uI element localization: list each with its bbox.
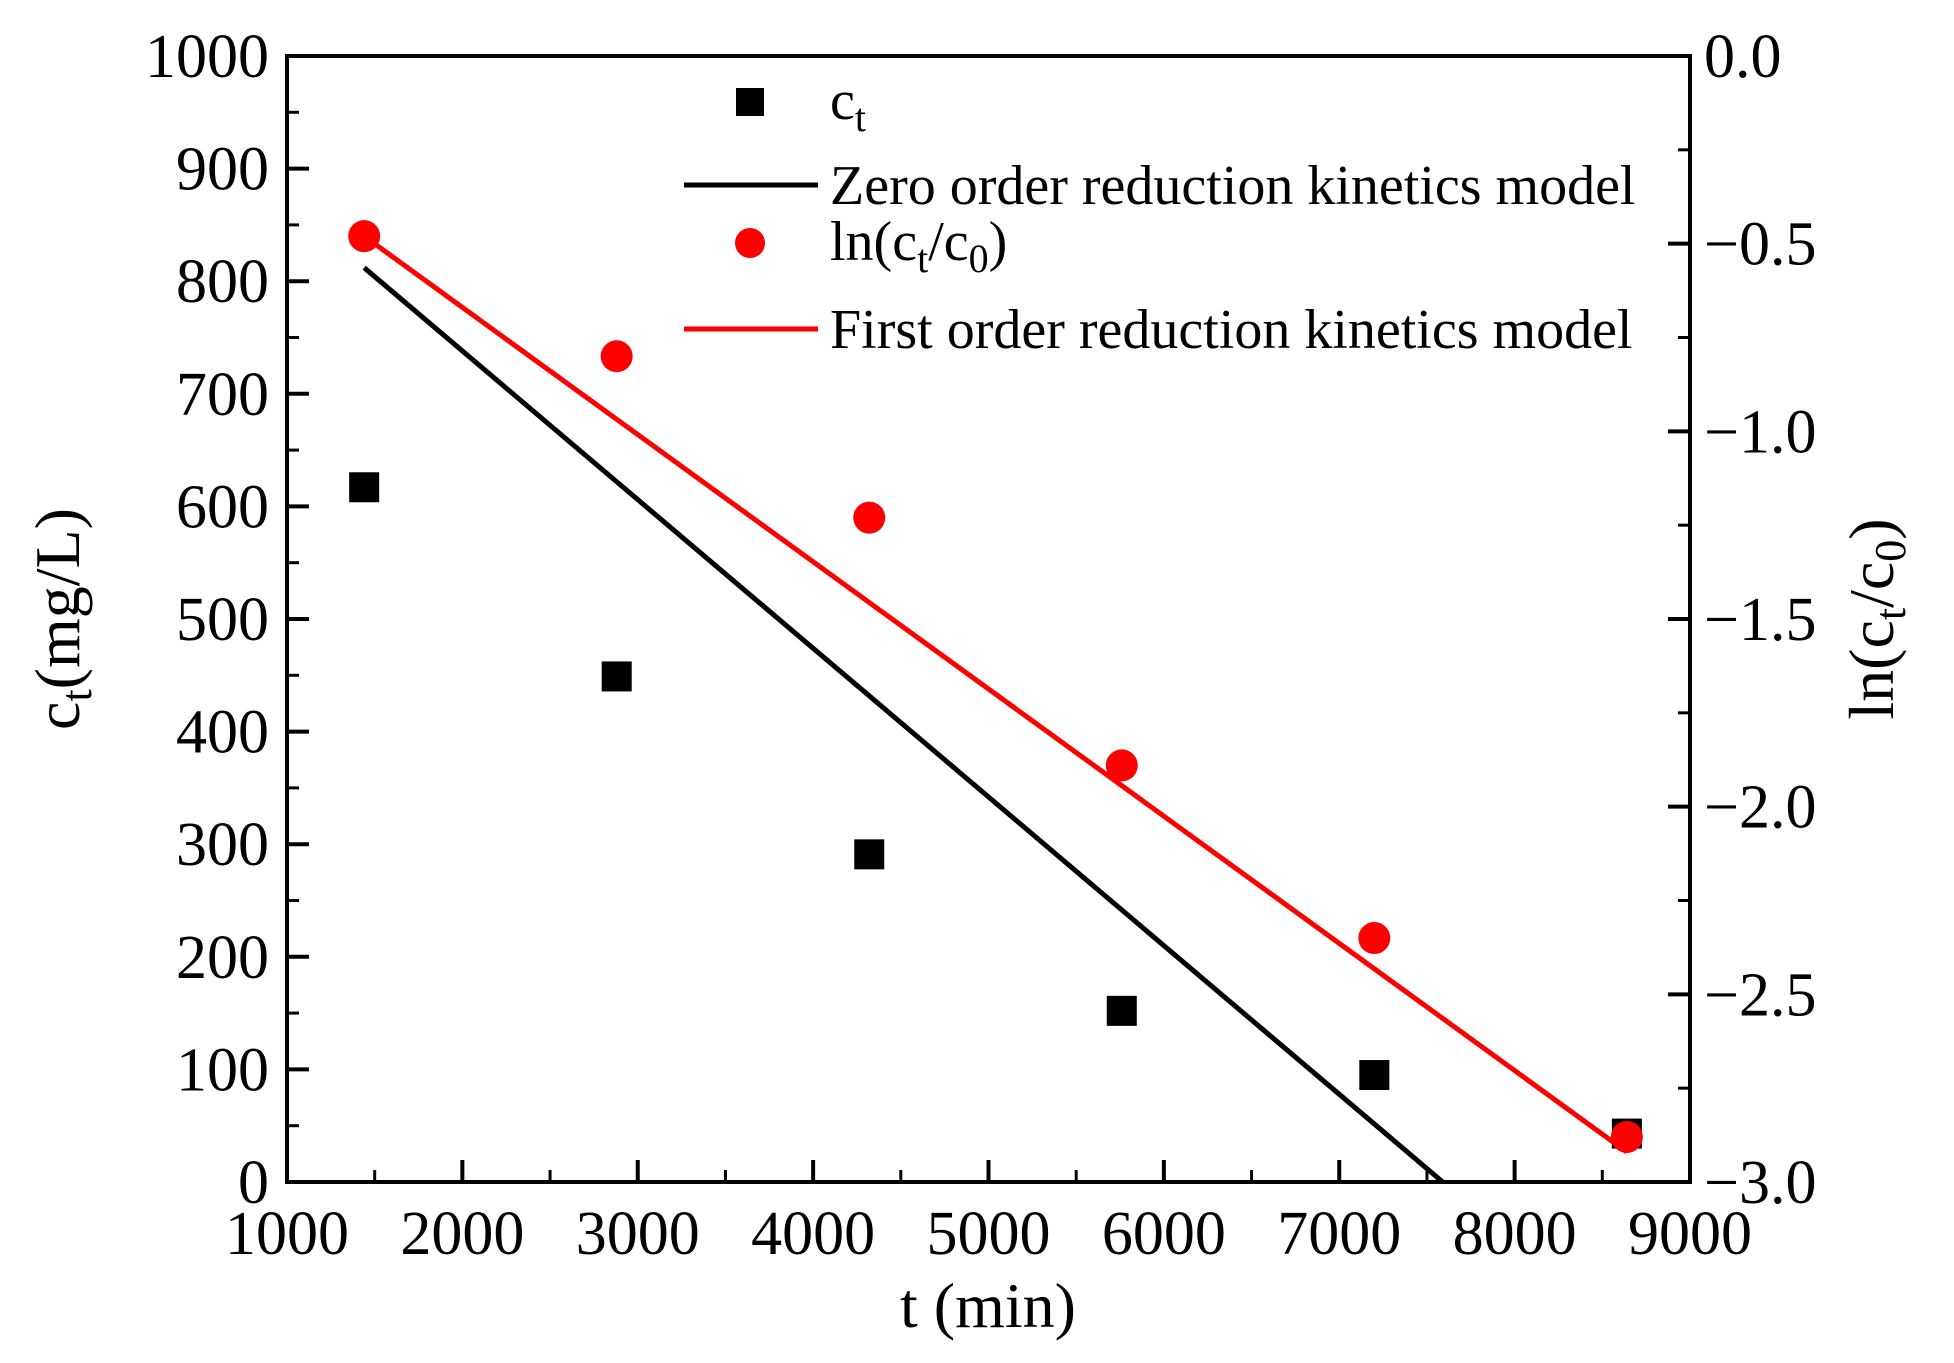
y-right-tick-label: −3.0 — [1704, 1149, 1816, 1217]
legend-marker-ct — [736, 88, 764, 116]
x-tick-label: 7000 — [1277, 1200, 1401, 1268]
y-axis-right-title: ln(ct/c0) — [1836, 518, 1915, 719]
y-left-tick-label: 500 — [176, 586, 269, 654]
y-axis-left-title: ct(mg/L) — [22, 508, 101, 730]
y-left-tick-label: 300 — [176, 811, 269, 879]
y-left-tick-label: 700 — [176, 361, 269, 429]
x-axis-title: t (min) — [900, 1270, 1076, 1341]
legend-label-zero-order: Zero order reduction kinetics model — [830, 155, 1636, 217]
x-tick-label: 8000 — [1453, 1200, 1577, 1268]
y-left-tick-label: 200 — [176, 924, 269, 992]
legend: ct Zero order reduction kinetics model l… — [684, 70, 1636, 361]
legend-label-first-order: First order reduction kinetics model — [830, 299, 1632, 361]
y-right-tick-label: −2.5 — [1704, 961, 1816, 1029]
data-point-ct — [1106, 995, 1137, 1026]
data-point-ct — [854, 839, 885, 870]
x-tick-label: 5000 — [927, 1200, 1051, 1268]
x-tick-label: 9000 — [1628, 1200, 1752, 1268]
ticks-layer: 1000 2000 3000 4000 5000 6000 7000 8000 90000100… — [145, 23, 1816, 1268]
y-left-tick-label: 400 — [176, 699, 269, 767]
y-left-tick-label: 900 — [176, 136, 269, 204]
x-tick-label: 3000 — [576, 1200, 700, 1268]
data-point-ln_ct_c0 — [1610, 1120, 1643, 1153]
data-point-ln_ct_c0 — [348, 220, 381, 253]
y-left-tick-label: 600 — [176, 473, 269, 541]
y-left-tick-label: 800 — [176, 248, 269, 316]
plot-frame — [285, 54, 1692, 1184]
x-tick-label: 1000 — [225, 1200, 349, 1268]
y-left-tick-label: 100 — [176, 1036, 269, 1104]
y-right-tick-label: −1.5 — [1704, 586, 1816, 654]
data-point-ln_ct_c0 — [1105, 749, 1138, 782]
legend-label-ct: ct — [830, 70, 866, 140]
legend-marker-ln — [735, 228, 765, 258]
series-line-first_order — [362, 234, 1629, 1154]
series-layer — [348, 220, 1643, 1184]
data-point-ct — [601, 661, 632, 692]
y-right-tick-label: −0.5 — [1704, 211, 1816, 279]
series-line-zero_order — [362, 265, 1445, 1184]
y-left-tick-label: 0 — [238, 1149, 269, 1217]
x-tick-label: 6000 — [1102, 1200, 1226, 1268]
x-tick-label: 2000 — [400, 1200, 524, 1268]
data-point-ln_ct_c0 — [1358, 922, 1391, 955]
legend-label-ln: ln(ct/c0) — [830, 211, 1007, 281]
y-right-tick-label: 0.0 — [1704, 23, 1782, 91]
data-point-ct — [349, 472, 380, 503]
data-point-ln_ct_c0 — [600, 340, 633, 373]
x-tick-label: 4000 — [751, 1200, 875, 1268]
data-point-ct — [1359, 1060, 1390, 1091]
y-left-tick-label: 1000 — [145, 23, 269, 91]
y-right-tick-label: −1.0 — [1704, 398, 1816, 466]
y-right-tick-label: −2.0 — [1704, 774, 1816, 842]
data-point-ln_ct_c0 — [853, 501, 886, 534]
